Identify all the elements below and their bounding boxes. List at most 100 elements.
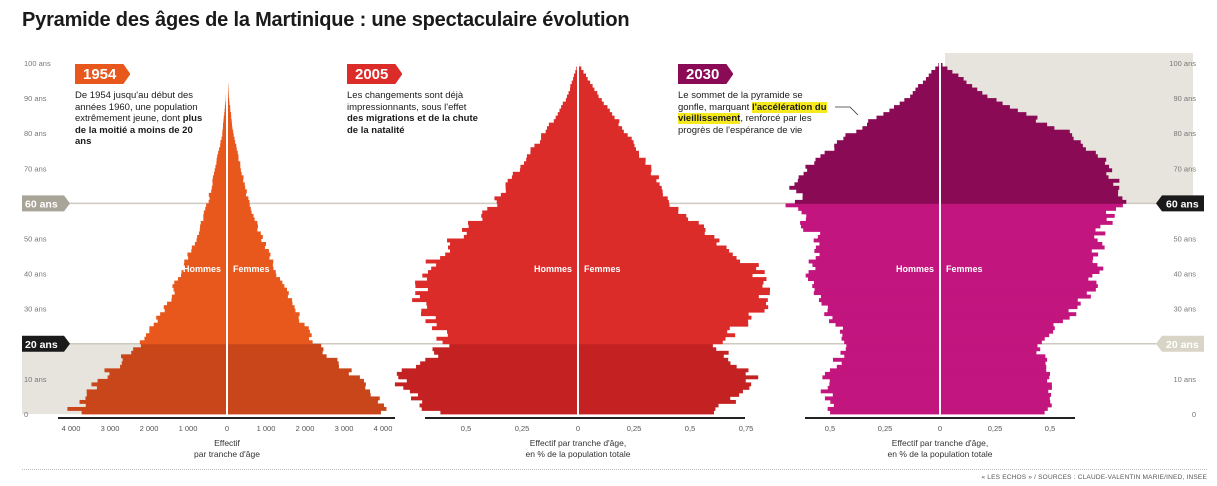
pyramid-bar-men <box>174 288 227 292</box>
men-label: Hommes <box>896 264 934 274</box>
pyramid-bar-women <box>227 298 292 302</box>
pyramid-bar-women <box>227 274 276 278</box>
pyramid-bar-men <box>526 158 578 162</box>
pyramid-bar-men <box>825 372 940 376</box>
pyramid-bar-women <box>940 249 1092 253</box>
pyramid-bar-men <box>156 316 227 320</box>
pyramid-bar-women <box>227 319 299 323</box>
pyramid-bar-men <box>910 95 940 99</box>
pyramid-bar-women <box>578 154 639 158</box>
pyramid-bar-men <box>415 284 578 288</box>
pyramid-bar-women <box>227 172 242 176</box>
pyramid-bar-women <box>227 175 244 179</box>
pyramid-bar-men <box>422 407 578 411</box>
pyramid-bar-women <box>578 88 594 92</box>
pyramid-bar-men <box>829 319 940 323</box>
pyramid-bar-women <box>578 172 651 176</box>
year-badge-2005: 2005 <box>347 64 402 84</box>
pyramid-bar-women <box>940 375 1049 379</box>
pyramid-bar-men <box>192 246 227 250</box>
pyramid-bar-women <box>227 179 243 183</box>
band-tag-text: 20 ans <box>1166 339 1199 351</box>
age-tick-right: 30 ans <box>1173 305 1196 314</box>
pyramid-bar-men <box>172 284 227 288</box>
pyramid-bar-women <box>227 249 269 253</box>
pyramid-bar-men <box>844 340 940 344</box>
pyramid-bar-men <box>443 340 578 344</box>
pyramid-bar-women <box>578 284 762 288</box>
pyramid-bar-women <box>578 84 593 88</box>
pyramid-bar-men <box>440 256 578 260</box>
pyramid-bar-men <box>420 403 578 407</box>
pyramid-bar-women <box>940 344 1037 348</box>
pyramid-bar-men <box>806 217 940 221</box>
pyramid-bar-women <box>227 133 234 137</box>
x-tick-1954: 4 000 <box>374 424 393 433</box>
pyramid-bar-women <box>940 260 1093 264</box>
pyramid-bar-women <box>578 224 704 228</box>
x-axis-label: Effectif <box>214 438 240 448</box>
pyramid-bar-men <box>412 298 578 302</box>
pyramid-bar-women <box>578 302 766 306</box>
pyramid-bar-women <box>940 189 1118 193</box>
pyramid-bar-men <box>200 224 227 228</box>
pyramid-bar-women <box>940 389 1048 393</box>
pyramid-bar-men <box>527 154 578 158</box>
pyramid-bar-women <box>940 179 1119 183</box>
pyramid-bar-men <box>828 309 940 313</box>
pyramid-bar-men <box>804 172 940 176</box>
pyramid-bar-women <box>940 351 1036 355</box>
pyramid-bar-women <box>940 161 1105 165</box>
pyramid-bar-men <box>824 312 940 316</box>
pyramid-bar-men <box>796 189 940 193</box>
pyramid-bar-women <box>578 288 770 292</box>
pyramid-bar-men <box>531 147 578 151</box>
x-tick-2030: 0,25 <box>988 424 1003 433</box>
pyramid-bar-men <box>558 112 578 116</box>
pyramid-bar-men <box>867 123 940 127</box>
pyramid-bar-women <box>227 393 371 397</box>
pyramid-bar-men <box>843 137 940 141</box>
pyramid-bar-women <box>578 410 714 414</box>
pyramid-bar-women <box>940 84 972 88</box>
pyramid-bar-men <box>828 305 940 309</box>
pyramid-bar-men <box>830 400 940 404</box>
pyramid-bar-women <box>940 281 1096 285</box>
pyramid-bar-men <box>828 386 940 390</box>
x-tick-2005: 0,75 <box>739 424 754 433</box>
pyramid-bar-women <box>940 98 997 102</box>
pyramid-bar-women <box>940 214 1115 218</box>
pyramid-bar-men <box>830 368 940 372</box>
pyramid-bar-women <box>227 186 245 190</box>
pyramid-bar-men <box>467 231 578 235</box>
pyramid-bar-women <box>940 133 1072 137</box>
pyramid-bar-men <box>836 323 940 327</box>
pyramid-bar-men <box>203 214 227 218</box>
pyramid-bar-women <box>227 340 313 344</box>
pyramid-bar-women <box>578 375 758 379</box>
pyramid-bar-women <box>227 312 300 316</box>
pyramid-bar-men <box>497 203 578 207</box>
pyramid-bar-men <box>104 368 227 372</box>
pyramid-bar-women <box>940 319 1063 323</box>
pyramid-bar-men <box>512 175 578 179</box>
pyramid-bar-men <box>524 161 578 165</box>
pyramid-bar-men <box>822 375 940 379</box>
pyramid-bar-men <box>877 116 940 120</box>
pyramid-bar-men <box>213 182 227 186</box>
pyramid-bar-men <box>85 396 227 400</box>
age-tick-left: 100 ans <box>24 59 51 68</box>
pyramid-bar-men <box>806 214 940 218</box>
pyramid-bar-women <box>578 217 688 221</box>
pyramid-bar-men <box>149 330 227 334</box>
pyramid-bar-women <box>578 235 714 239</box>
pyramid-bar-men <box>200 228 227 232</box>
pyramid-bar-women <box>578 372 746 376</box>
pyramid-bar-women <box>940 210 1106 214</box>
pyramid-bar-men <box>418 393 578 397</box>
age-tick-right: 100 ans <box>1169 59 1196 68</box>
pyramid-bar-men <box>534 144 578 148</box>
pyramid-bar-men <box>494 196 578 200</box>
pyramid-bar-men <box>437 323 578 327</box>
pyramid-bar-women <box>227 158 238 162</box>
